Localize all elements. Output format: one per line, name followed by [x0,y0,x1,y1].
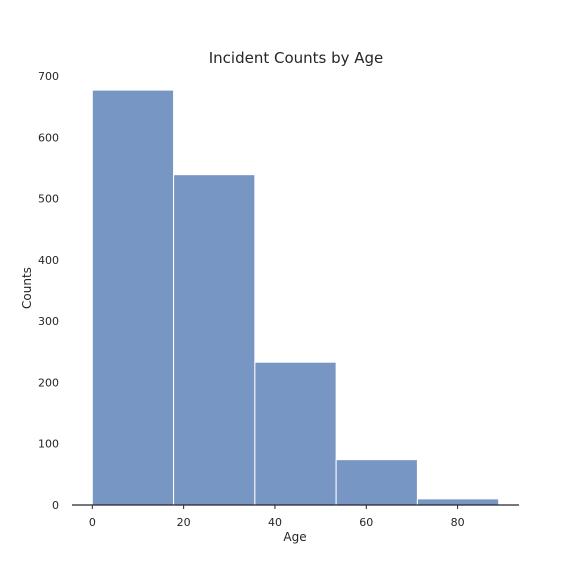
histogram-bar-2 [254,361,337,506]
x-axis-label: Age [283,530,306,544]
y-tick-label-3: 300 [38,315,59,328]
x-tick-label-0: 0 [89,516,96,529]
y-tick-label-2: 200 [38,376,59,389]
histogram-bar-1 [173,174,256,506]
y-axis-label: Counts [20,267,34,309]
x-axis-ticks: 0 20 40 60 80 [89,505,465,529]
histogram-bar-4 [416,498,500,506]
chart-title: Incident Counts by Age [209,49,384,67]
y-tick-label-0: 0 [52,499,59,512]
y-tick-label-5: 500 [38,193,59,206]
x-tick-label-2: 40 [268,516,282,529]
y-tick-label-4: 400 [38,254,59,267]
y-axis-ticks: 0 100 200 300 400 500 600 700 [38,70,59,512]
x-tick-label-1: 20 [177,516,191,529]
y-tick-label-6: 600 [38,131,59,144]
histogram-bar-3 [335,459,418,506]
x-tick-label-4: 80 [451,516,465,529]
y-tick-label-7: 700 [38,70,59,83]
x-tick-label-3: 60 [359,516,373,529]
histogram-bar-0 [91,89,175,506]
histogram-bars [91,89,500,506]
y-tick-label-1: 100 [38,438,59,451]
